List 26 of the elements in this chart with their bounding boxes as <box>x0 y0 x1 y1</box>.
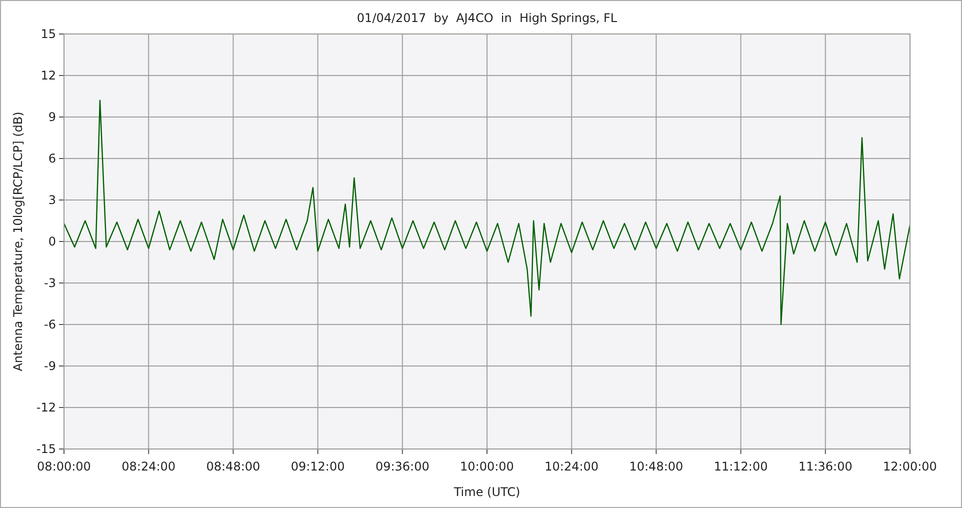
x-tick-label: 08:48:00 <box>206 460 260 474</box>
x-tick-label: 10:48:00 <box>629 460 684 474</box>
x-tick-label: 08:24:00 <box>122 460 176 474</box>
x-tick-label: 10:24:00 <box>544 460 599 474</box>
y-tick-label: -6 <box>44 317 56 332</box>
y-tick-label: 9 <box>48 110 56 124</box>
line-series <box>63 100 911 326</box>
y-tick-label: -15 <box>36 442 56 456</box>
x-tick-label: 10:00:00 <box>460 460 514 474</box>
x-tick-label: 09:12:00 <box>290 460 345 474</box>
chart-title: 01/04/2017 by AJ4CO in High Springs, FL <box>356 11 618 25</box>
y-axis-title: Antenna Temperature, 10log[RCP/LCP] (dB) <box>11 112 25 372</box>
y-tick-label: -12 <box>36 400 56 414</box>
x-tick-label: 12:00:00 <box>883 460 937 474</box>
y-tick-label: 3 <box>48 192 56 207</box>
y-tick-label: 6 <box>48 151 56 166</box>
y-tick-label: 15 <box>40 26 56 41</box>
x-tick-label: 09:36:00 <box>375 460 430 474</box>
y-tick-label: 0 <box>48 234 56 248</box>
x-tick-label: 11:12:00 <box>714 460 768 474</box>
y-tick-label: 12 <box>40 68 56 82</box>
x-tick-label: 08:00:00 <box>37 460 91 474</box>
x-axis-title: Time (UTC) <box>452 485 520 499</box>
x-tick-label: 11:36:00 <box>798 460 852 474</box>
y-tick-label: -3 <box>44 276 56 290</box>
y-tick-label: -9 <box>44 358 56 373</box>
